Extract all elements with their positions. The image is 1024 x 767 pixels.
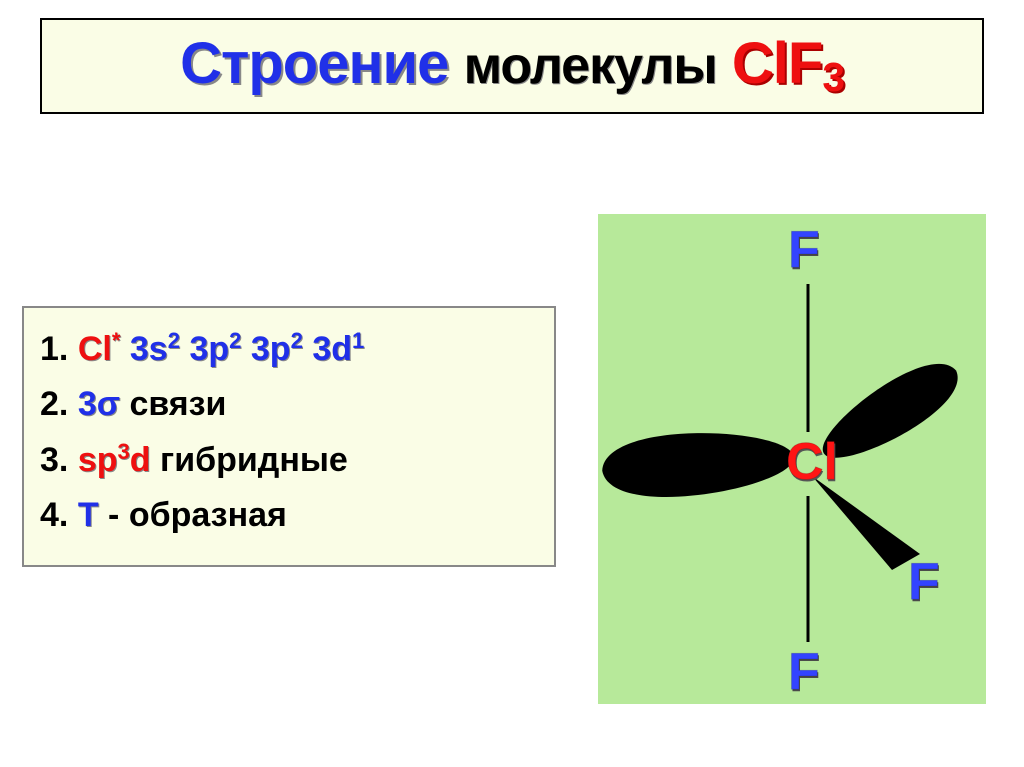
label-F-right: F (908, 556, 940, 608)
row2-tail: связи (129, 385, 226, 423)
info-box: 1. Cl* 3s2 3p2 3p2 3d1 2. 3σ связи 3. sp… (22, 306, 556, 567)
title-text: Строение молекулы ClF3 (180, 30, 844, 101)
title-word-2: молекулы (464, 37, 717, 95)
molecule-diagram: F Cl F F (598, 214, 986, 704)
cfg2e: 2 (291, 328, 303, 353)
title-formula: ClF3 (732, 31, 844, 96)
row1-cl-text: Cl (78, 330, 112, 368)
cfg0t: 3s (130, 330, 168, 368)
row3-tail: гибридные (160, 441, 348, 479)
label-F-top: F (788, 224, 820, 276)
info-row-4: 4. Т - образная (40, 495, 538, 536)
row1-cfg-2: 3p2 (251, 330, 303, 368)
row-num: 2. (40, 385, 68, 423)
title-box: Строение молекулы ClF3 (40, 18, 984, 114)
cfg0e: 2 (168, 328, 180, 353)
info-row-1: 1. Cl* 3s2 3p2 3p2 3d1 (40, 328, 538, 370)
cfg1e: 2 (229, 328, 241, 353)
info-row-3: 3. sp3d гибридные (40, 439, 538, 481)
label-F-bot: F (788, 646, 820, 698)
row2-lead: 3σ (78, 385, 120, 423)
cfg3e: 1 (352, 328, 364, 353)
row1-cfg-1: 3p2 (189, 330, 241, 368)
row3-d: d (130, 441, 151, 479)
title-word-1: Строение (180, 31, 448, 96)
cfg1t: 3p (189, 330, 229, 368)
row3-sup: 3 (118, 439, 130, 464)
row1-cfg-0: 3s2 (130, 330, 180, 368)
label-Cl: Cl (786, 436, 838, 488)
row4-lead: Т (78, 496, 99, 534)
row-num: 1. (40, 330, 68, 368)
row-num: 4. (40, 496, 68, 534)
row-num: 3. (40, 441, 68, 479)
row1-cl-star: * (112, 328, 121, 353)
title-formula-sub: 3 (822, 55, 844, 101)
row3-sp: sp (78, 441, 118, 479)
lone-pair-lobe-left (600, 426, 796, 502)
row3-lead: sp3d (78, 441, 151, 479)
row4-tail: - образная (108, 496, 287, 534)
row1-cl: Cl* (78, 330, 121, 368)
cfg3t: 3d (312, 330, 352, 368)
cfg2t: 3p (251, 330, 291, 368)
row1-cfg-3: 3d1 (312, 330, 364, 368)
title-formula-base: ClF (732, 31, 822, 96)
info-row-2: 2. 3σ связи (40, 384, 538, 425)
